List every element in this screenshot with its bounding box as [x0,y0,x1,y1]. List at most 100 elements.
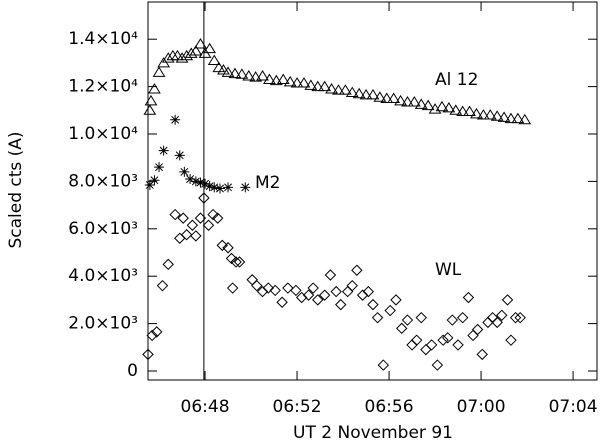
data-point [230,256,242,268]
x-tick-label: 06:52 [273,397,322,417]
data-point [373,91,387,102]
data-point [504,112,518,124]
data-point [338,84,352,95]
data-point [214,183,225,194]
data-point [491,316,503,329]
data-point [144,179,155,190]
data-point [262,282,275,294]
data-point [456,105,470,116]
data-point [332,84,345,95]
data-point [330,285,342,298]
data-point [377,359,390,371]
data-point [431,359,444,371]
data-point [341,285,354,298]
data-point [362,285,375,298]
data-point [198,192,210,204]
data-point [295,291,308,304]
data-point [380,92,394,103]
data-point [442,332,454,344]
x-tick-label: 06:48 [181,397,230,417]
x-tick-label: 06:56 [365,397,414,417]
data-point [497,111,511,122]
x-tick-label: 07:00 [457,397,506,417]
data-point [467,329,479,342]
data-point [263,73,276,84]
data-point [394,94,407,106]
data-point [144,94,158,106]
data-point [371,311,384,324]
data-point [169,208,181,221]
data-point [276,296,288,308]
data-point [511,112,525,124]
data-point [180,49,194,61]
data-point [185,174,196,185]
data-point [318,289,331,301]
data-point [151,326,163,338]
data-point [290,284,302,297]
data-point [335,298,347,311]
y-axis-label: Scaled cts (A) [6,131,26,248]
data-point [356,289,369,301]
data-point [462,291,475,304]
data-point [514,311,526,324]
data-point [359,88,373,100]
data-point [228,67,242,79]
data-point [456,311,469,324]
data-point [175,52,189,63]
data-point [161,52,175,63]
x-axis-label: UT 2 November 91 [293,423,453,443]
data-point [414,98,428,109]
data-point [190,230,202,242]
data-point [351,264,363,276]
data-point [290,77,304,88]
data-point [366,88,380,100]
data-point [421,99,435,111]
data-point [149,175,160,186]
data-point [194,212,207,224]
data-point [223,182,234,193]
data-point [476,348,488,361]
data-point [225,252,238,265]
data-point [174,232,186,244]
data-point [384,304,396,317]
data-point [312,294,324,306]
data-point [194,37,207,49]
data-point [146,329,158,342]
data-point [148,83,161,94]
data-point [242,69,256,81]
data-point [387,92,401,103]
data-point [203,42,217,54]
data-point [449,104,463,115]
y-tick-label: 4.0×10³ [68,266,138,286]
data-point [207,54,221,66]
data-point [207,208,219,221]
data-point [200,178,211,189]
plot-frame [147,1,598,381]
data-point [240,182,251,193]
data-point [437,334,449,346]
data-point [324,269,337,281]
data-point [483,109,497,120]
data-point [204,181,215,192]
data-point [345,86,359,98]
data-point [307,282,319,294]
data-point [282,282,294,294]
y-tick-label: 2.0×10³ [68,314,138,334]
data-point [452,339,464,351]
data-point [209,182,220,193]
data-point [352,87,366,99]
data-point [186,219,199,231]
data-point [283,75,297,87]
data-point [297,77,311,88]
data-point [269,74,283,86]
data-point [501,294,514,306]
data-point [425,339,438,351]
data-point [276,73,290,84]
data-point [143,104,157,115]
data-point [226,282,239,294]
data-point [269,284,281,297]
data-point [471,323,484,336]
data-point [302,289,315,301]
data-point [486,311,499,324]
